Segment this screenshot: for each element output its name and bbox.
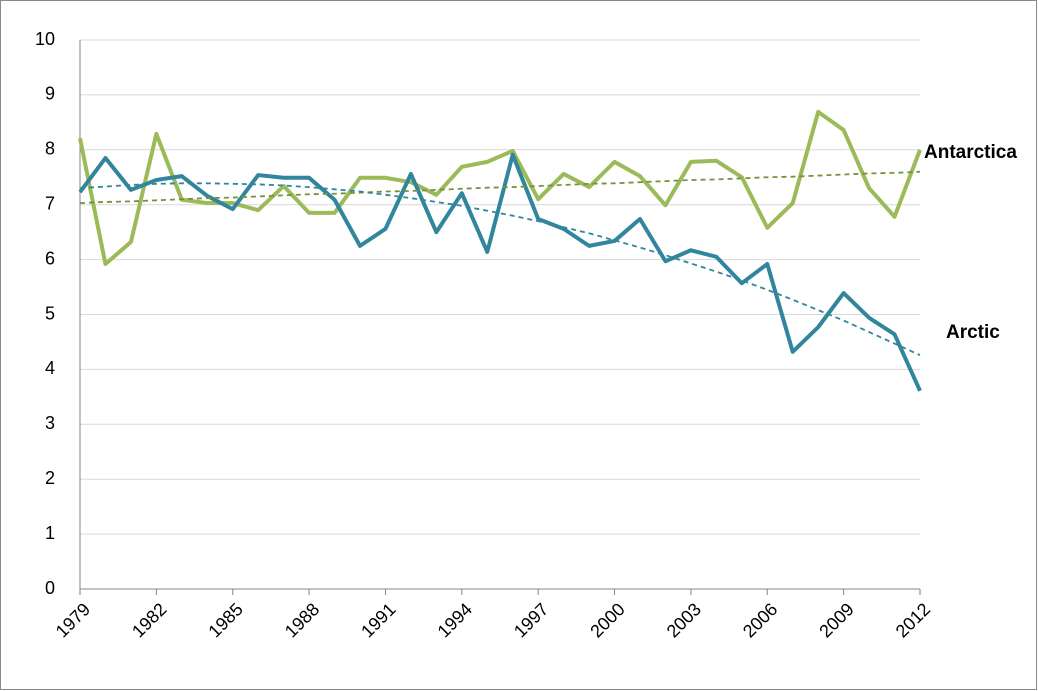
series-line bbox=[78, 152, 922, 392]
series-label: Antarctica bbox=[924, 142, 1017, 163]
y-tick-label: 4 bbox=[45, 358, 55, 378]
trend-line bbox=[79, 182, 921, 356]
y-tick-label: 1 bbox=[45, 523, 55, 543]
y-tick-label: 10 bbox=[35, 29, 55, 49]
y-tick-label: 3 bbox=[45, 413, 55, 433]
y-tick-label: 0 bbox=[45, 578, 55, 598]
series-label: Arctic bbox=[946, 322, 1000, 343]
y-tick-label: 8 bbox=[45, 139, 55, 159]
y-tick-label: 2 bbox=[45, 468, 55, 488]
y-tick-label: 5 bbox=[45, 303, 55, 323]
y-tick-label: 9 bbox=[45, 84, 55, 104]
y-tick-label: 7 bbox=[45, 193, 55, 213]
y-tick-label: 6 bbox=[45, 248, 55, 268]
